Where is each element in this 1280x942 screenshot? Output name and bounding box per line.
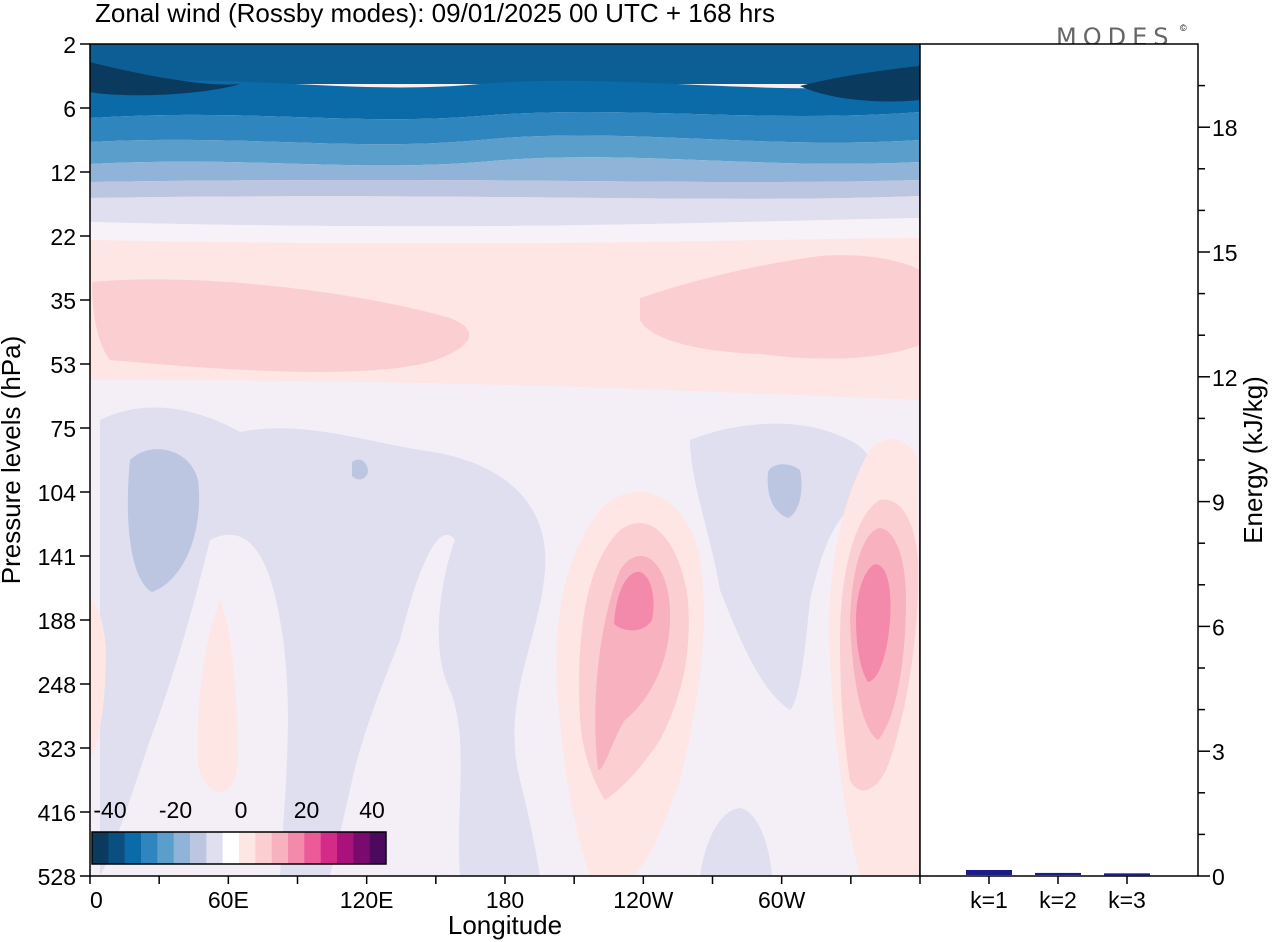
colorbar-cell: [222, 832, 240, 864]
pressure-tick-label: 6: [63, 96, 76, 122]
y-axis-label: Pressure levels (hPa): [0, 336, 26, 585]
colorbar-label: 20: [294, 797, 320, 823]
colorbar-cell: [255, 832, 272, 864]
chart-title: Zonal wind (Rossby modes): 09/01/2025 00…: [95, 0, 775, 28]
longitude-tick-label: 60W: [758, 887, 806, 913]
colorbar-frame: [91, 831, 387, 865]
energy-bar-panel: 0 3 6 9 12 15 18 k=1 k=2 k=3: [919, 43, 1238, 913]
pressure-tick-label: 528: [38, 864, 76, 890]
longitude-axis: 0 60E 120E 180 120W 60W: [89, 876, 921, 913]
energy-tick-label: 12: [1212, 365, 1238, 391]
pressure-tick-label: 141: [38, 544, 76, 570]
energy-bar-k3: [1104, 873, 1150, 876]
energy-tick-label: 6: [1212, 614, 1225, 640]
energy-axis-label: Energy (kJ/kg): [1238, 376, 1268, 544]
colorbar-cell: [92, 832, 109, 864]
pressure-tick-label: 416: [38, 800, 76, 826]
longitude-tick-label: 0: [90, 887, 103, 913]
colorbar-label: -20: [159, 797, 192, 823]
longitude-tick-label: 60E: [208, 887, 249, 913]
colorbar-label: -40: [93, 797, 126, 823]
pressure-axis: 2 6 12 22 35 53 75 104 141 188 248 323 416 528: [38, 32, 90, 890]
pressure-tick-label: 12: [50, 160, 76, 186]
pressure-tick-label: 75: [50, 416, 76, 442]
colorbar-cell: [353, 832, 370, 864]
mode-label: k=3: [1108, 887, 1146, 913]
colorbar: -40 -20 0 20 40: [91, 797, 387, 865]
colorbar-cell: [337, 832, 354, 864]
pressure-tick-label: 248: [38, 672, 76, 698]
x-axis-label: Longitude: [448, 910, 562, 940]
heatmap-field: [89, 43, 921, 877]
pressure-tick-label: 323: [38, 736, 76, 762]
colorbar-label: 40: [359, 797, 385, 823]
colorbar-cell: [369, 832, 387, 864]
colorbar-cell: [108, 832, 125, 864]
pressure-tick-label: 188: [38, 608, 76, 634]
energy-tick-label: 3: [1212, 739, 1225, 765]
energy-tick-label: 18: [1212, 115, 1238, 141]
colorbar-cell: [157, 832, 174, 864]
modes-watermark-mark: ©: [1180, 23, 1187, 33]
colorbar-cell: [304, 832, 321, 864]
mode-label: k=2: [1039, 887, 1077, 913]
energy-tick-label: 15: [1212, 240, 1238, 266]
longitude-tick-label: 120W: [613, 887, 673, 913]
colorbar-cell: [320, 832, 338, 864]
colorbar-label: 0: [235, 797, 248, 823]
energy-tick-label: 9: [1212, 490, 1225, 516]
colorbar-cell: [239, 832, 256, 864]
mode-label: k=1: [970, 887, 1008, 913]
colorbar-cell: [206, 832, 223, 864]
energy-tick-label: 0: [1212, 864, 1225, 890]
pressure-tick-label: 2: [63, 32, 76, 58]
pressure-tick-label: 53: [50, 352, 76, 378]
pressure-tick-label: 35: [50, 288, 76, 314]
colorbar-cell: [141, 832, 158, 864]
colorbar-cell: [288, 832, 305, 864]
pressure-tick-label: 22: [50, 224, 76, 250]
pressure-tick-label: 104: [38, 480, 77, 506]
colorbar-cell: [190, 832, 207, 864]
longitude-tick-label: 180: [486, 887, 524, 913]
longitude-tick-label: 120E: [340, 887, 394, 913]
colorbar-cell: [271, 832, 289, 864]
energy-bar-k1: [966, 870, 1012, 875]
colorbar-cell: [124, 832, 142, 864]
colorbar-cell: [173, 832, 191, 864]
energy-bar-k2: [1035, 872, 1081, 875]
